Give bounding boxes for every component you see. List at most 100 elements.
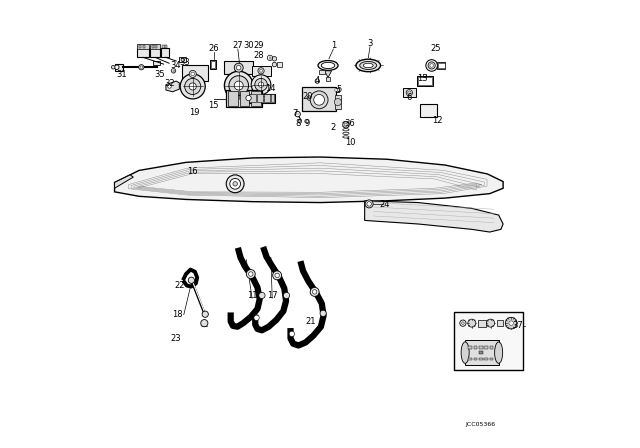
- Circle shape: [460, 320, 466, 326]
- Circle shape: [320, 310, 326, 316]
- Circle shape: [229, 76, 248, 95]
- Bar: [465, 340, 499, 365]
- Bar: [226, 90, 262, 107]
- Text: 24: 24: [380, 200, 390, 209]
- Text: 36: 36: [344, 120, 355, 129]
- Circle shape: [234, 81, 243, 90]
- Bar: [250, 95, 256, 102]
- Ellipse shape: [364, 63, 373, 68]
- Bar: [333, 88, 339, 92]
- Bar: [154, 61, 159, 65]
- Bar: [302, 87, 335, 112]
- Circle shape: [233, 181, 237, 186]
- Polygon shape: [115, 175, 133, 188]
- Text: 28: 28: [253, 51, 264, 60]
- Circle shape: [509, 321, 513, 325]
- Bar: [497, 320, 503, 326]
- Circle shape: [289, 331, 294, 336]
- Circle shape: [312, 290, 317, 294]
- Circle shape: [272, 62, 276, 67]
- Bar: [137, 44, 149, 49]
- Circle shape: [255, 78, 268, 91]
- Text: 27: 27: [232, 41, 243, 50]
- Bar: [335, 95, 341, 109]
- Text: 9: 9: [305, 120, 310, 129]
- Circle shape: [185, 78, 201, 95]
- Text: 3: 3: [367, 39, 372, 47]
- Bar: [228, 91, 238, 106]
- Bar: [420, 104, 438, 117]
- Text: 26: 26: [209, 44, 220, 53]
- Bar: [152, 45, 154, 47]
- Bar: [403, 88, 416, 97]
- Bar: [211, 60, 216, 68]
- Circle shape: [298, 120, 301, 123]
- Text: 29: 29: [253, 41, 264, 50]
- Circle shape: [226, 175, 244, 193]
- Text: 20: 20: [303, 92, 313, 101]
- Circle shape: [307, 96, 312, 100]
- Bar: [271, 95, 275, 102]
- Bar: [454, 312, 524, 370]
- Circle shape: [426, 60, 438, 71]
- Bar: [179, 57, 186, 62]
- Text: 33: 33: [180, 58, 191, 67]
- Text: 31: 31: [116, 70, 127, 79]
- Bar: [139, 45, 141, 47]
- Circle shape: [334, 99, 341, 106]
- Bar: [182, 65, 209, 81]
- Text: 34: 34: [170, 61, 181, 70]
- Circle shape: [275, 273, 279, 278]
- Bar: [257, 95, 263, 102]
- Circle shape: [295, 112, 300, 117]
- Circle shape: [188, 277, 195, 284]
- Circle shape: [344, 123, 348, 127]
- Bar: [150, 44, 160, 49]
- Circle shape: [140, 66, 143, 69]
- Circle shape: [139, 65, 144, 70]
- Circle shape: [252, 75, 271, 95]
- Text: 30: 30: [244, 41, 254, 50]
- Text: 35: 35: [154, 70, 164, 79]
- Circle shape: [246, 95, 252, 101]
- Bar: [438, 63, 445, 68]
- Bar: [468, 346, 472, 349]
- Circle shape: [191, 72, 195, 76]
- Text: 10: 10: [345, 138, 355, 147]
- Circle shape: [260, 69, 262, 72]
- Circle shape: [408, 91, 411, 95]
- Ellipse shape: [360, 61, 377, 69]
- Circle shape: [259, 82, 264, 87]
- Bar: [479, 358, 483, 360]
- Circle shape: [115, 65, 119, 69]
- Bar: [474, 358, 477, 360]
- Bar: [479, 346, 483, 349]
- Circle shape: [259, 293, 265, 298]
- Circle shape: [262, 97, 266, 100]
- Circle shape: [172, 69, 176, 73]
- Bar: [479, 351, 483, 354]
- Circle shape: [305, 120, 308, 123]
- Bar: [490, 358, 493, 360]
- Ellipse shape: [318, 60, 338, 70]
- Circle shape: [234, 63, 243, 72]
- Circle shape: [343, 122, 349, 128]
- Circle shape: [258, 68, 264, 74]
- Circle shape: [189, 70, 196, 78]
- Bar: [163, 45, 164, 47]
- Text: 32: 32: [164, 79, 175, 88]
- Circle shape: [461, 322, 464, 324]
- Circle shape: [237, 65, 241, 70]
- Bar: [319, 70, 325, 74]
- Polygon shape: [324, 71, 332, 78]
- Bar: [474, 346, 477, 349]
- Circle shape: [111, 65, 115, 69]
- Circle shape: [246, 270, 255, 279]
- Text: 7: 7: [292, 109, 297, 118]
- Circle shape: [506, 317, 517, 329]
- Circle shape: [254, 315, 259, 320]
- Circle shape: [284, 293, 290, 298]
- Text: 15: 15: [209, 101, 219, 110]
- Circle shape: [225, 71, 253, 100]
- Circle shape: [248, 272, 253, 276]
